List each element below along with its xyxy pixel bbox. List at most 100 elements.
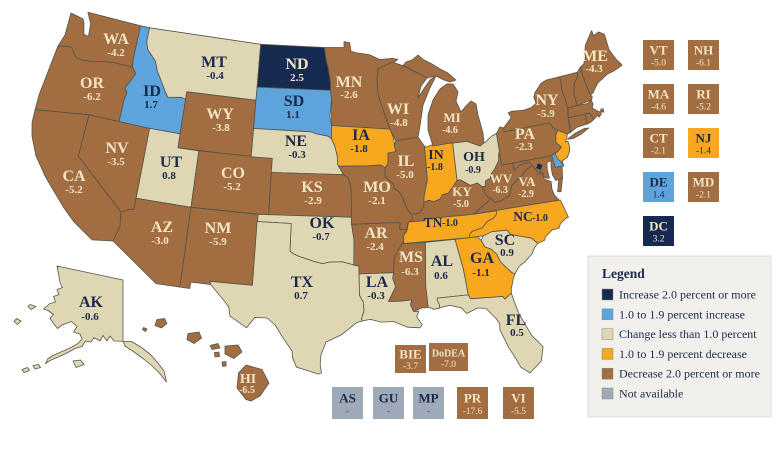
svg-text:OK: OK [310, 215, 335, 232]
svg-text:SC: SC [495, 232, 515, 249]
svg-text:0.5: 0.5 [510, 327, 524, 339]
svg-text:VT: VT [649, 42, 667, 57]
svg-text:-7.0: -7.0 [441, 360, 456, 370]
svg-text:MP: MP [418, 390, 438, 405]
svg-text:-0.9: -0.9 [465, 165, 481, 176]
svg-text:IL: IL [398, 153, 415, 170]
svg-text:-1.8: -1.8 [350, 143, 368, 155]
svg-text:-1.0: -1.0 [442, 218, 458, 229]
svg-text:GU: GU [379, 390, 399, 405]
svg-text:WV: WV [490, 171, 513, 186]
svg-text:TN: TN [424, 215, 443, 230]
svg-text:FL: FL [506, 312, 526, 329]
svg-text:TX: TX [291, 274, 314, 291]
svg-text:-4.6: -4.6 [651, 103, 666, 113]
svg-text:0.9: 0.9 [500, 247, 514, 259]
svg-text:2.5: 2.5 [290, 72, 304, 84]
svg-text:AR: AR [364, 225, 388, 242]
svg-text:CT: CT [649, 130, 667, 145]
svg-text:-6.2: -6.2 [83, 91, 101, 103]
svg-text:NE: NE [285, 133, 307, 150]
svg-text:-: - [346, 407, 349, 416]
svg-text:-3.7: -3.7 [403, 362, 418, 372]
svg-text:-6.3: -6.3 [492, 185, 508, 196]
svg-text:-5.2: -5.2 [696, 103, 711, 113]
svg-text:RI: RI [696, 86, 710, 101]
svg-text:-1.0: -1.0 [532, 213, 548, 224]
svg-text:NH: NH [694, 42, 714, 57]
svg-text:-5.0: -5.0 [396, 169, 414, 181]
svg-text:0.7: 0.7 [294, 290, 308, 302]
svg-text:GA: GA [470, 250, 494, 267]
svg-text:PA: PA [515, 126, 536, 143]
svg-text:ID: ID [143, 83, 161, 100]
svg-text:MI: MI [443, 110, 460, 125]
svg-text:MS: MS [399, 249, 423, 266]
svg-text:-2.4: -2.4 [366, 241, 384, 253]
svg-text:AL: AL [431, 253, 453, 270]
svg-text:-5.9: -5.9 [537, 108, 555, 120]
svg-text:-5.5: -5.5 [511, 407, 526, 417]
svg-text:-2.1: -2.1 [368, 195, 385, 207]
svg-text:WY: WY [206, 106, 234, 123]
svg-text:DoDEA: DoDEA [432, 348, 466, 359]
svg-text:NM: NM [205, 220, 232, 237]
svg-text:-0.7: -0.7 [312, 231, 330, 243]
svg-text:-: - [427, 407, 430, 416]
svg-text:DC: DC [649, 218, 668, 233]
svg-text:1.0 to 1.9 percent increase: 1.0 to 1.9 percent increase [619, 307, 745, 321]
svg-text:-6.1: -6.1 [696, 59, 711, 69]
svg-text:Decrease 2.0 percent or more: Decrease 2.0 percent or more [619, 367, 760, 381]
svg-text:AZ: AZ [151, 219, 173, 236]
svg-text:AK: AK [79, 294, 104, 311]
svg-text:IA: IA [352, 127, 370, 144]
svg-text:MA: MA [648, 86, 670, 101]
svg-text:WA: WA [103, 31, 129, 48]
svg-text:CO: CO [221, 165, 245, 182]
svg-text:ME: ME [582, 48, 608, 65]
svg-text:-0.4: -0.4 [206, 70, 224, 82]
svg-text:-5.0: -5.0 [651, 59, 666, 69]
svg-text:DE: DE [649, 174, 667, 189]
svg-text:ND: ND [285, 56, 308, 73]
svg-text:HI: HI [240, 372, 256, 387]
svg-text:MD: MD [693, 174, 715, 189]
svg-text:3.2: 3.2 [653, 235, 665, 245]
svg-text:-2.3: -2.3 [515, 141, 533, 153]
svg-text:VI: VI [511, 390, 525, 405]
svg-text:-6.5: -6.5 [239, 385, 255, 396]
svg-text:1.1: 1.1 [286, 109, 300, 121]
svg-text:-0.3: -0.3 [288, 149, 306, 161]
svg-text:-5.0: -5.0 [453, 199, 469, 210]
svg-text:1.7: 1.7 [144, 99, 158, 111]
svg-text:-5.2: -5.2 [223, 181, 241, 193]
svg-text:-3.0: -3.0 [151, 235, 169, 247]
svg-text:-4.2: -4.2 [107, 47, 125, 59]
svg-text:NJ: NJ [696, 130, 712, 145]
svg-text:0.8: 0.8 [162, 170, 176, 182]
svg-text:OH: OH [463, 150, 485, 165]
svg-text:NY: NY [535, 92, 559, 109]
svg-text:1.0 to 1.9 percent decrease: 1.0 to 1.9 percent decrease [619, 347, 747, 361]
svg-text:-2.9: -2.9 [518, 189, 534, 200]
svg-text:-2.1: -2.1 [696, 191, 711, 201]
svg-text:AS: AS [339, 390, 356, 405]
svg-text:-2.6: -2.6 [340, 89, 358, 101]
svg-text:-4.6: -4.6 [442, 125, 458, 136]
svg-text:KS: KS [301, 179, 322, 196]
svg-text:MN: MN [336, 74, 363, 91]
svg-text:-4.3: -4.3 [585, 63, 603, 75]
svg-text:-5.9: -5.9 [209, 236, 227, 248]
svg-text:MT: MT [201, 54, 227, 71]
svg-text:-0.3: -0.3 [367, 290, 385, 302]
svg-text:Increase 2.0 percent or more: Increase 2.0 percent or more [619, 288, 756, 302]
svg-text:-3.8: -3.8 [212, 122, 230, 134]
svg-text:-1.8: -1.8 [427, 162, 443, 173]
svg-text:-3.5: -3.5 [107, 156, 125, 168]
svg-text:0.6: 0.6 [434, 270, 448, 282]
svg-text:CA: CA [62, 168, 86, 185]
svg-text:-0.6: -0.6 [81, 311, 99, 323]
svg-text:IN: IN [428, 148, 444, 163]
svg-text:VA: VA [518, 174, 536, 189]
svg-text:KY: KY [452, 184, 472, 199]
